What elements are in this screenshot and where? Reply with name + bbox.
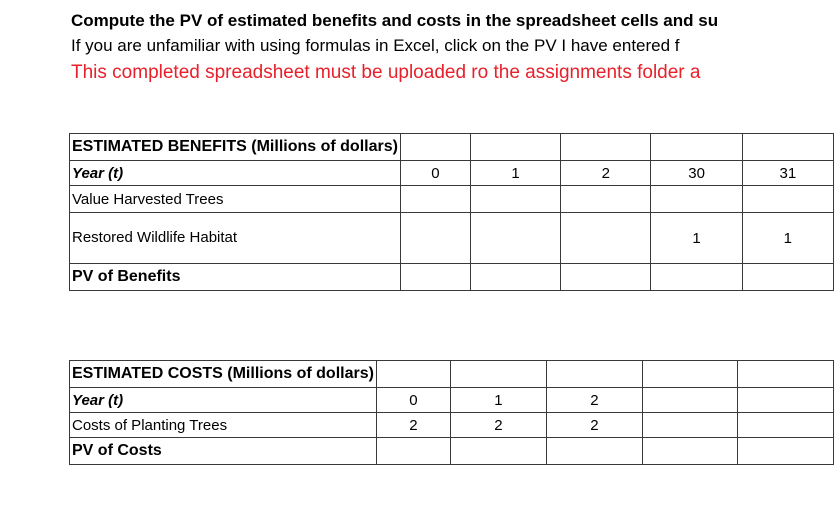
pv-cell[interactable]	[650, 263, 743, 291]
year-cell[interactable]	[641, 387, 739, 413]
value-cell[interactable]: 2	[375, 412, 451, 438]
cell[interactable]	[399, 133, 471, 161]
cell[interactable]	[650, 133, 743, 161]
value-cell[interactable]	[469, 185, 562, 213]
value-cell[interactable]	[469, 212, 562, 264]
year-cell[interactable]: 2	[545, 387, 643, 413]
instruction-line-1: Compute the PV of estimated benefits and…	[71, 11, 719, 30]
benefits-row-harvested-trees: Value Harvested Trees	[69, 185, 834, 213]
pv-cell[interactable]	[469, 263, 562, 291]
pv-costs-label[interactable]: PV of Costs	[69, 437, 377, 465]
value-cell[interactable]	[737, 412, 834, 438]
pv-cell[interactable]	[375, 437, 451, 465]
year-cell[interactable]: 30	[650, 160, 743, 186]
value-cell[interactable]	[399, 212, 471, 264]
cell[interactable]	[469, 133, 562, 161]
pv-cell[interactable]	[449, 437, 547, 465]
costs-header: ESTIMATED COSTS (Millions of dollars)	[72, 365, 374, 382]
costs-row-planting-trees: Costs of Planting Trees 2 2 2	[69, 412, 834, 438]
benefits-year-row: Year (t) 0 1 2 30 31	[69, 160, 834, 186]
value-cell[interactable]: 2	[449, 412, 547, 438]
cell[interactable]	[560, 133, 652, 161]
value-cell[interactable]	[560, 212, 652, 264]
benefits-row-wildlife-habitat: Restored Wildlife Habitat 1 1	[69, 212, 834, 264]
instructions: Compute the PV of estimated benefits and…	[71, 8, 736, 88]
year-label-cell[interactable]: Year (t)	[69, 160, 401, 186]
benefits-header-row: ESTIMATED BENEFITS (Millions of dollars)	[69, 133, 834, 161]
value-cell[interactable]	[741, 185, 834, 213]
year-cell[interactable]: 2	[560, 160, 652, 186]
year-cell[interactable]: 0	[399, 160, 471, 186]
cell[interactable]	[449, 360, 547, 388]
year-cell[interactable]	[737, 387, 834, 413]
value-cell[interactable]: 1	[741, 212, 834, 264]
costs-header-cell[interactable]: ESTIMATED COSTS (Millions of dollars)	[69, 360, 377, 388]
costs-pv-row: PV of Costs	[69, 437, 834, 465]
value-cell[interactable]	[641, 412, 739, 438]
row-label-cell[interactable]: Costs of Planting Trees	[69, 412, 377, 438]
year-label-cell[interactable]: Year (t)	[69, 387, 377, 413]
pv-benefits-label[interactable]: PV of Benefits	[69, 263, 401, 291]
pv-cell[interactable]	[737, 437, 834, 465]
cell[interactable]	[375, 360, 451, 388]
year-cell[interactable]: 0	[375, 387, 451, 413]
cell[interactable]	[741, 133, 834, 161]
value-cell[interactable]: 1	[650, 212, 743, 264]
pv-cell[interactable]	[560, 263, 652, 291]
costs-year-row: Year (t) 0 1 2	[69, 387, 834, 413]
cell[interactable]	[641, 360, 739, 388]
year-cell[interactable]: 1	[449, 387, 547, 413]
value-cell[interactable]	[560, 185, 652, 213]
year-cell[interactable]: 1	[469, 160, 562, 186]
value-cell[interactable]	[650, 185, 743, 213]
benefits-header: ESTIMATED BENEFITS (Millions of dollars)	[72, 138, 398, 155]
row-label-cell[interactable]: Restored Wildlife Habitat	[69, 212, 401, 264]
benefits-table: ESTIMATED BENEFITS (Millions of dollars)…	[69, 133, 834, 291]
cell[interactable]	[737, 360, 834, 388]
year-cell[interactable]: 31	[741, 160, 834, 186]
costs-header-row: ESTIMATED COSTS (Millions of dollars)	[69, 360, 834, 388]
instruction-line-3: This completed spreadsheet must be uploa…	[71, 62, 701, 83]
cell[interactable]	[545, 360, 643, 388]
instruction-line-2: If you are unfamiliar with using formula…	[71, 36, 680, 55]
value-cell[interactable]	[399, 185, 471, 213]
pv-cell[interactable]	[399, 263, 471, 291]
benefits-pv-row: PV of Benefits	[69, 263, 834, 291]
value-cell[interactable]: 2	[545, 412, 643, 438]
costs-table: ESTIMATED COSTS (Millions of dollars) Ye…	[69, 360, 834, 465]
pv-cell[interactable]	[741, 263, 834, 291]
pv-cell[interactable]	[641, 437, 739, 465]
row-label-cell[interactable]: Value Harvested Trees	[69, 185, 401, 213]
benefits-header-cell[interactable]: ESTIMATED BENEFITS (Millions of dollars)	[69, 133, 401, 161]
pv-cell[interactable]	[545, 437, 643, 465]
